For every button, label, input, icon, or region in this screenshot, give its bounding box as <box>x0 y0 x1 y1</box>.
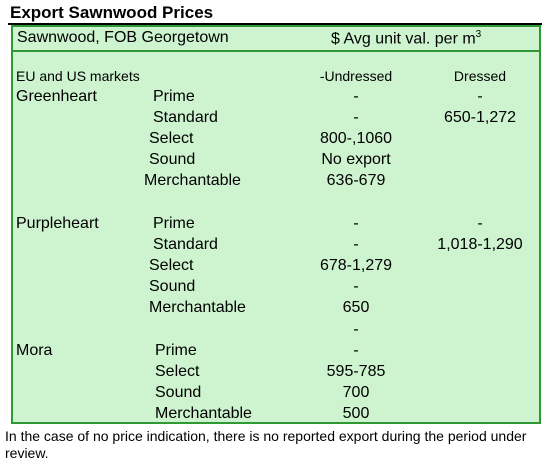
column-header-undressed: -Undressed <box>319 68 393 84</box>
column-header-dressed: Dressed <box>453 68 507 84</box>
undressed-value: 700 <box>342 384 370 401</box>
title-underline <box>8 23 542 25</box>
grade-label: Prime <box>153 215 195 232</box>
dressed-value: - <box>477 88 483 105</box>
grade-label: Standard <box>153 109 218 126</box>
footnote: In the case of no price indication, ther… <box>5 428 527 461</box>
grade-label: Select <box>155 363 200 380</box>
markets-label: EU and US markets <box>16 68 140 84</box>
header-unit: $ Avg unit val. per m3 <box>331 29 481 48</box>
undressed-value: 678-1,279 <box>319 257 393 274</box>
grade-label: Select <box>149 257 194 274</box>
undressed-value: - <box>353 236 359 253</box>
table-header-row <box>12 27 540 52</box>
dressed-value: 650-1,272 <box>443 109 517 126</box>
undressed-value: 595-785 <box>326 363 386 380</box>
price-table-panel <box>11 25 541 424</box>
grade-label: Select <box>149 130 194 147</box>
grade-label: Merchantable <box>144 172 241 189</box>
dressed-value: - <box>477 215 483 232</box>
header-unit-text: $ Avg unit val. per m <box>331 30 476 48</box>
grade-label: Merchantable <box>149 299 246 316</box>
undressed-value: - <box>353 109 359 126</box>
header-location: Sawnwood, FOB Georgetown <box>17 29 229 46</box>
species-mora: Mora <box>16 342 53 359</box>
grade-label: Sound <box>155 384 202 401</box>
species-purpleheart: Purpleheart <box>16 215 99 232</box>
undressed-value: 650 <box>342 299 370 316</box>
page-title: Export Sawnwood Prices <box>10 3 214 22</box>
grade-label: Standard <box>153 236 218 253</box>
grade-label: Merchantable <box>155 405 252 422</box>
dressed-value: 1,018-1,290 <box>437 236 523 253</box>
grade-label: Sound <box>149 151 196 168</box>
undressed-value: No export <box>321 151 391 168</box>
undressed-value: - <box>353 88 359 105</box>
grade-label: Prime <box>153 88 195 105</box>
undressed-value: - <box>353 342 359 359</box>
grade-label: Prime <box>155 342 197 359</box>
undressed-value: 500 <box>342 405 370 422</box>
grade-label: Sound <box>149 278 196 295</box>
header-unit-superscript: 3 <box>475 29 482 40</box>
undressed-value: 800-,1060 <box>319 130 393 147</box>
separator-dash: - <box>353 321 359 338</box>
undressed-value: - <box>353 215 359 232</box>
undressed-value: - <box>353 278 359 295</box>
species-greenheart: Greenheart <box>16 88 97 105</box>
undressed-value: 636-679 <box>326 172 386 189</box>
